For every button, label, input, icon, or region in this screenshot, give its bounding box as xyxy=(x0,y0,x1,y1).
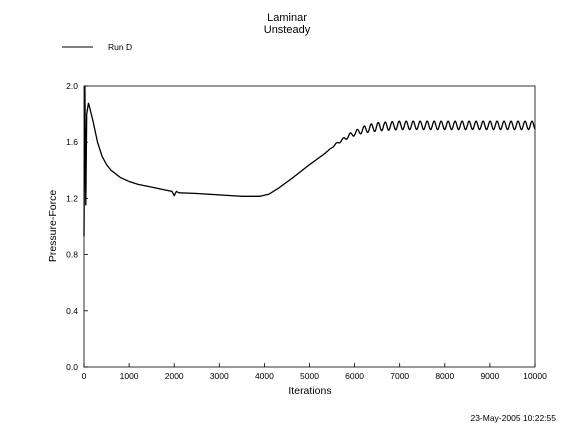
chart-subtitle: Unsteady xyxy=(264,24,311,36)
legend-label-run-d: Run D xyxy=(108,42,132,52)
timestamp: 23-May-2005 10:22:55 xyxy=(470,413,556,423)
x-tick-label: 4000 xyxy=(255,371,274,381)
y-tick-label: 0.0 xyxy=(66,362,78,372)
y-axis-label: Pressure-Force xyxy=(47,190,59,263)
y-tick-label: 2.0 xyxy=(66,81,78,91)
y-tick-label: 0.8 xyxy=(66,250,78,260)
x-tick-label: 8000 xyxy=(435,371,454,381)
x-tick-label: 6000 xyxy=(345,371,364,381)
y-tick-label: 1.2 xyxy=(66,193,78,203)
series-line-run-d xyxy=(83,85,536,237)
y-axis: 0.0 0.4 0.8 1.2 1.6 2.0 xyxy=(66,81,88,372)
x-tick-label: 3000 xyxy=(210,371,229,381)
x-tick-label: 5000 xyxy=(300,371,319,381)
y-tick-label: 0.4 xyxy=(66,306,78,316)
x-tick-label: 2000 xyxy=(165,371,184,381)
x-axis: 0 1000 2000 3000 4000 5000 6000 7000 8000 9000 100… xyxy=(82,363,547,381)
y-tick-label: 1.6 xyxy=(66,137,78,147)
legend: Run D xyxy=(62,42,132,52)
x-axis-label: Iterations xyxy=(288,385,331,397)
x-tick-label: 7000 xyxy=(390,371,409,381)
x-tick-label: 0 xyxy=(82,371,87,381)
x-tick-label: 1000 xyxy=(120,371,139,381)
x-tick-label: 10000 xyxy=(523,371,547,381)
chart-title: Laminar xyxy=(267,12,307,24)
plot-area xyxy=(83,85,536,368)
x-tick-label: 9000 xyxy=(480,371,499,381)
